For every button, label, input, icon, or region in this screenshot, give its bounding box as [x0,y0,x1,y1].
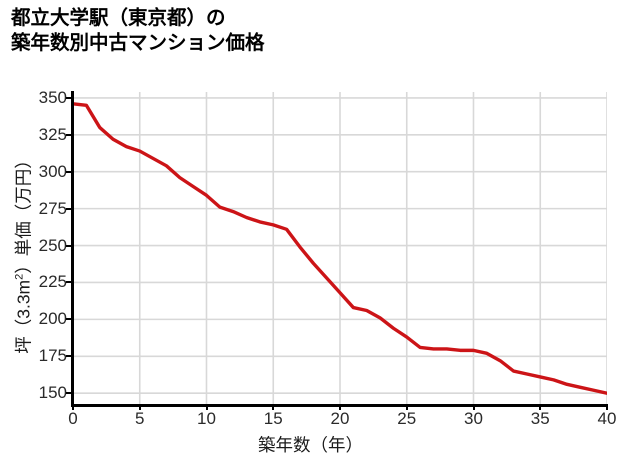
y-tick-label: 175 [38,346,67,366]
y-tick-mark [66,170,72,173]
x-tick-label: 35 [530,409,550,428]
y-tick-mark [66,244,72,247]
vertical-gridlines [73,92,607,405]
x-tick-mark [606,405,608,410]
line-chart-svg [73,92,607,405]
y-tick-mark [66,318,72,321]
x-tick-label: 5 [135,409,145,428]
x-tick-label: 25 [397,409,417,428]
y-tick-label: 350 [38,87,67,107]
x-tick-mark [205,405,208,410]
x-tick-mark [405,405,408,410]
page-title: 都立大学駅（東京都）の 築年数別中古マンション価格 [11,7,265,54]
x-tick-label: 30 [464,409,483,428]
y-tick-mark [66,281,72,284]
x-tick-label: 10 [197,409,216,428]
x-tick-label: 15 [263,409,283,428]
x-tick-mark [539,405,542,410]
y-tick-label: 150 [38,383,67,403]
y-tick-label: 225 [38,272,67,292]
y-axis-spine [71,91,74,407]
y-tick-label: 200 [38,309,67,329]
y-axis-tick-labels: 150 175 200 225 250 275 300 325 350 [3,0,67,465]
y-axis-title-superscript: 2 [13,273,26,280]
y-tick-mark [66,133,72,136]
y-tick-mark [66,207,72,210]
y-axis-title-part-b: ）単価（万円） [13,151,34,274]
x-tick-mark [138,405,141,410]
price-line-series [73,102,607,395]
x-tick-mark [339,405,341,410]
y-tick-label: 325 [38,124,67,144]
y-tick-label: 250 [38,235,67,255]
x-tick-mark [472,405,475,410]
y-tick-mark [66,392,72,395]
x-axis-title: 築年数（年） [258,435,363,455]
x-tick-mark [272,405,275,410]
y-tick-mark [66,355,72,358]
x-tick-label: 20 [330,409,350,428]
x-tick-mark [72,405,74,410]
y-tick-label: 275 [38,198,67,218]
plot-area [73,92,607,405]
y-axis-title-part-a: 坪（3.3m [13,279,34,354]
x-tick-label: 40 [597,409,617,428]
y-tick-label: 300 [38,161,67,181]
y-tick-mark [66,96,72,99]
y-axis-title: 坪（3.3m2）単価（万円） [11,93,36,413]
x-tick-label: 0 [68,409,78,428]
